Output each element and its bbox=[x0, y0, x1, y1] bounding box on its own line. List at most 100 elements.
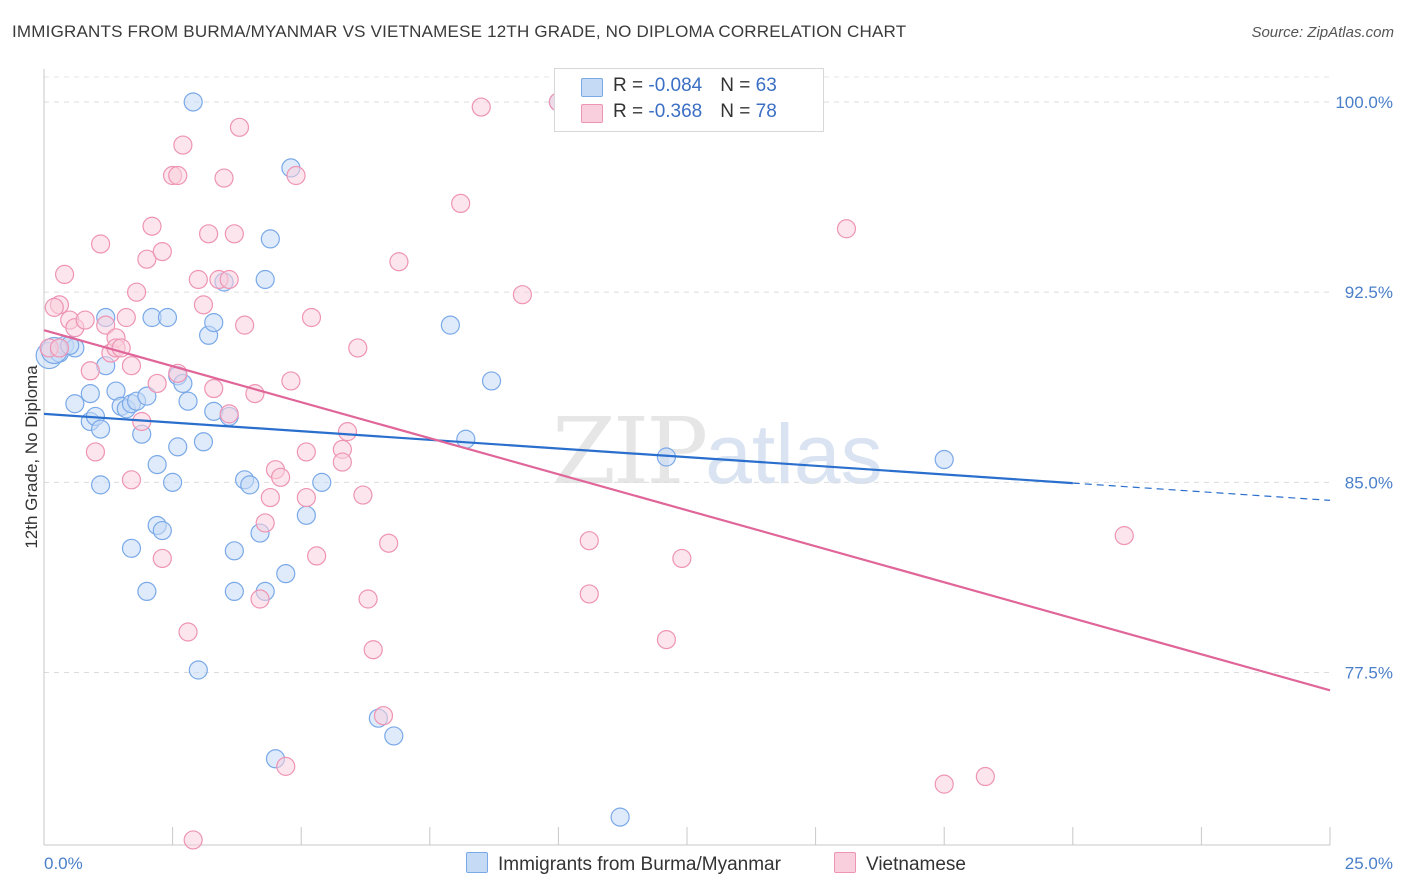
vietnamese-point bbox=[188, 269, 208, 290]
vietnamese-point bbox=[85, 442, 106, 462]
vietnamese-point bbox=[296, 487, 316, 508]
bottom-legend-vietnamese: Vietnamese bbox=[834, 852, 966, 876]
vietnamese-point bbox=[353, 485, 373, 505]
vietnamese-point bbox=[276, 756, 296, 776]
burma-point bbox=[157, 307, 178, 328]
vietnamese-point bbox=[199, 224, 219, 244]
vietnamese-point bbox=[75, 310, 95, 330]
watermark-zip: ZIP bbox=[552, 398, 708, 505]
vietnamese-point bbox=[219, 404, 239, 424]
vietnamese-point bbox=[142, 216, 162, 236]
vietnamese-point bbox=[224, 224, 244, 244]
burma-point bbox=[296, 505, 316, 525]
vietnamese-point bbox=[271, 467, 291, 487]
vietnamese-point bbox=[173, 135, 193, 155]
vietnamese-point bbox=[512, 285, 532, 305]
burma-point bbox=[276, 564, 296, 584]
vietnamese-point bbox=[579, 531, 599, 551]
legend-pink-n-value: 78 bbox=[755, 101, 777, 122]
vietnamese-point bbox=[250, 589, 270, 609]
burma-point bbox=[481, 371, 502, 391]
vietnamese-trend-line bbox=[43, 329, 1331, 692]
bottom-legend-swatch-pink bbox=[834, 852, 856, 873]
vietnamese-point bbox=[137, 249, 157, 269]
axes bbox=[43, 69, 1331, 846]
bottom-legend-burma: Immigrants from Burma/Myanmar bbox=[466, 852, 781, 876]
legend-blue-r-value: -0.084 bbox=[648, 75, 703, 96]
data-points bbox=[35, 92, 1134, 850]
vietnamese-point bbox=[121, 470, 142, 490]
x-tick-label: 25.0% bbox=[1345, 854, 1393, 873]
legend-blue-n-label: N = bbox=[720, 75, 756, 96]
burma-trend-line bbox=[43, 412, 1073, 485]
burma-point bbox=[224, 581, 244, 602]
burma-point bbox=[188, 660, 208, 680]
burma-point bbox=[90, 475, 111, 495]
burma-point bbox=[440, 315, 460, 335]
bottom-legend-burma-label: Immigrants from Burma/Myanmar bbox=[498, 854, 781, 875]
vietnamese-point bbox=[255, 513, 275, 533]
vietnamese-point bbox=[49, 338, 70, 358]
burma-point bbox=[193, 432, 214, 452]
vietnamese-point bbox=[229, 117, 250, 137]
vietnamese-point bbox=[307, 546, 327, 566]
vietnamese-point bbox=[471, 97, 491, 117]
vietnamese-point bbox=[152, 548, 172, 569]
vietnamese-point bbox=[126, 282, 147, 302]
vietnamese-point bbox=[579, 584, 599, 604]
burma-point bbox=[255, 269, 275, 290]
x-tick-label: 0.0% bbox=[44, 854, 83, 873]
chart-source: Source: ZipAtlas.com bbox=[1251, 24, 1394, 41]
chart-title: IMMIGRANTS FROM BURMA/MYANMAR VS VIETNAM… bbox=[12, 22, 907, 41]
vietnamese-point bbox=[337, 422, 358, 442]
y-tick-label: 77.5% bbox=[1345, 664, 1393, 683]
burma-point bbox=[384, 726, 404, 746]
vietnamese-point bbox=[168, 165, 188, 186]
vietnamese-point bbox=[672, 548, 692, 569]
vietnamese-point bbox=[152, 241, 172, 262]
burma-point bbox=[163, 472, 183, 492]
vietnamese-point bbox=[193, 295, 214, 315]
vietnamese-point bbox=[178, 622, 198, 642]
vietnamese-point bbox=[358, 589, 378, 609]
burma-point bbox=[147, 455, 167, 475]
vietnamese-point bbox=[296, 442, 316, 462]
legend-blue-r-label: R = bbox=[613, 75, 649, 96]
vietnamese-point bbox=[260, 487, 280, 508]
vietnamese-point bbox=[332, 452, 352, 472]
y-axis-label: 12th Grade, No Diploma bbox=[22, 365, 41, 549]
burma-point bbox=[168, 437, 188, 457]
burma-point bbox=[90, 419, 111, 439]
y-tick-label: 92.5% bbox=[1345, 283, 1393, 302]
watermark-atlas: atlas bbox=[705, 407, 883, 501]
burma-point bbox=[934, 449, 954, 470]
burma-point bbox=[240, 475, 260, 495]
correlation-legend: R = -0.084 N = 63 R = -0.368 N = 78 bbox=[554, 68, 824, 132]
vietnamese-point bbox=[90, 234, 111, 254]
vietnamese-point bbox=[373, 706, 394, 726]
vietnamese-point bbox=[235, 315, 255, 335]
vietnamese-point bbox=[451, 193, 471, 214]
trend-lines bbox=[43, 329, 1331, 692]
vietnamese-point bbox=[836, 219, 857, 239]
burma-point bbox=[65, 394, 85, 414]
vietnamese-point bbox=[183, 830, 203, 850]
vietnamese-point bbox=[54, 264, 75, 285]
vietnamese-point bbox=[656, 629, 677, 650]
zipatlas-watermark: ZIPatlas bbox=[552, 398, 883, 505]
vietnamese-point bbox=[44, 297, 64, 317]
bottom-legend-swatch-blue bbox=[466, 852, 488, 873]
vietnamese-point bbox=[301, 307, 322, 328]
burma-point bbox=[137, 581, 157, 602]
vietnamese-point bbox=[1114, 526, 1134, 546]
vietnamese-point bbox=[286, 165, 306, 186]
burma-point bbox=[178, 391, 198, 411]
vietnamese-point bbox=[379, 533, 399, 553]
vietnamese-point bbox=[214, 168, 234, 188]
legend-blue-n-value: 63 bbox=[755, 75, 777, 96]
legend-swatch-pink bbox=[581, 104, 603, 123]
vietnamese-point bbox=[80, 361, 100, 381]
vietnamese-point bbox=[363, 640, 383, 660]
burma-point bbox=[137, 386, 157, 406]
burma-point bbox=[121, 538, 142, 558]
